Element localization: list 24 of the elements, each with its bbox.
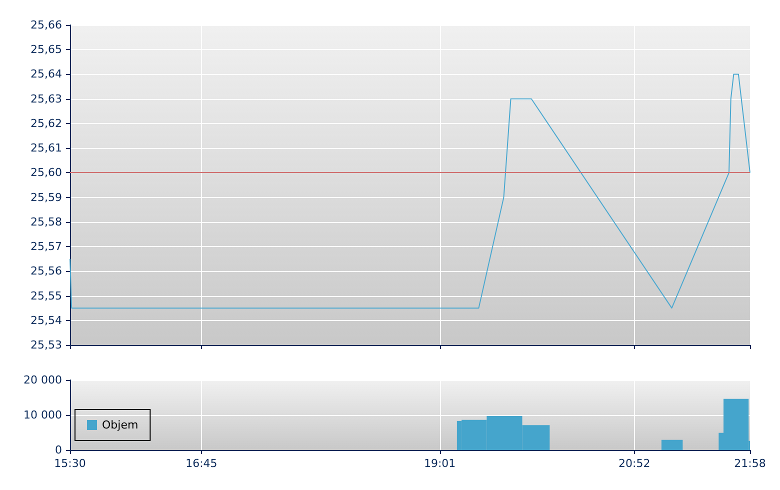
y-tick-label: 20 000 [24, 374, 62, 386]
line-series [70, 74, 750, 309]
x-tick-label: 19:01 [424, 457, 456, 470]
x-tick-label: 16:45 [186, 457, 218, 470]
y-tick-label: 25,62 [30, 116, 62, 130]
y-tick-label: 25,55 [30, 289, 62, 302]
y-tick-label: 25,65 [30, 43, 62, 56]
y-tick-label: 25,64 [30, 68, 62, 81]
y-tick-label: 0 [55, 444, 62, 456]
y-tick-label: 25,59 [30, 190, 62, 204]
x-tick-label: 21:58 [734, 457, 766, 470]
y-tick-label: 25,66 [30, 18, 62, 32]
legend-label: Objem [102, 418, 138, 432]
y-tick-label: 25,56 [30, 264, 62, 278]
y-tick-label: 25,58 [30, 215, 62, 228]
y-tick-label: 25,61 [30, 142, 62, 155]
y-tick-label: 25,60 [30, 166, 62, 180]
y-tick-label: 25,54 [30, 314, 62, 327]
y-tick-label: 25,63 [30, 92, 62, 106]
y-tick-label: 25,53 [30, 338, 62, 352]
x-tick-label: 20:52 [618, 457, 650, 470]
y-tick-label: 10 000 [24, 408, 62, 422]
y-tick-label: 25,57 [30, 240, 62, 254]
x-tick-label: 15:30 [54, 457, 86, 470]
